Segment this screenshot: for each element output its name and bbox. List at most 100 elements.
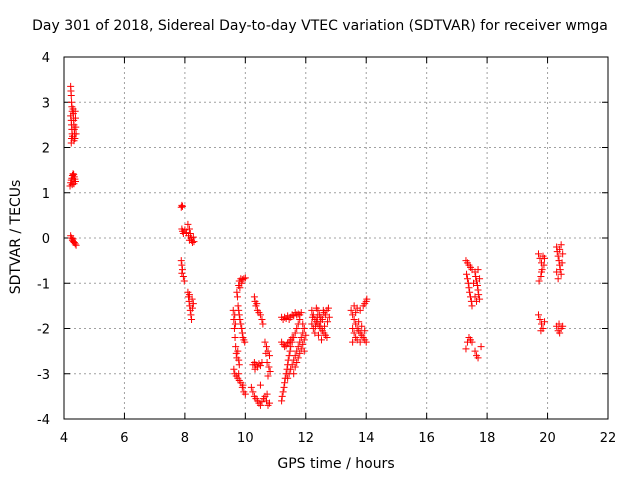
data-point (308, 320, 316, 328)
data-point (264, 372, 272, 380)
data-point (556, 245, 564, 253)
data-point (177, 203, 185, 211)
data-point (241, 274, 249, 282)
data-point (71, 240, 79, 248)
x-tick-label: 10 (237, 431, 254, 446)
data-point (250, 293, 258, 301)
data-point (265, 363, 273, 371)
x-axis-label: GPS time / hours (277, 456, 395, 472)
data-point (463, 275, 471, 283)
x-tick-label: 16 (418, 431, 435, 446)
data-point (290, 312, 298, 320)
data-point (537, 327, 545, 335)
data-point (473, 297, 481, 305)
data-point (471, 347, 479, 355)
data-point (236, 315, 244, 323)
data-point (314, 331, 322, 339)
data-point (233, 293, 241, 301)
data-point (67, 91, 75, 99)
data-point (541, 254, 549, 262)
data-point (462, 345, 470, 353)
data-point (288, 338, 296, 346)
data-point (323, 334, 331, 342)
data-point (241, 338, 249, 346)
data-point (296, 349, 304, 357)
data-point (178, 201, 186, 209)
data-point (179, 229, 187, 237)
data-point (237, 320, 245, 328)
data-point (317, 336, 325, 344)
data-point (474, 266, 482, 274)
data-point (555, 320, 563, 328)
data-point (476, 275, 484, 283)
data-point (311, 329, 319, 337)
data-point (321, 322, 329, 330)
data-point (284, 374, 292, 382)
data-point (187, 311, 195, 319)
data-point (293, 358, 301, 366)
data-point (285, 352, 293, 360)
data-point (362, 338, 370, 346)
data-point (230, 325, 238, 332)
data-point (251, 365, 259, 373)
data-point (68, 181, 76, 189)
data-point (287, 343, 295, 351)
data-point (255, 360, 263, 368)
data-point (347, 306, 355, 314)
data-point (230, 365, 238, 373)
data-point (185, 291, 193, 299)
data-point (350, 315, 358, 323)
data-point (68, 172, 76, 180)
data-point (71, 114, 79, 122)
data-point (556, 329, 564, 337)
data-point (471, 293, 479, 301)
data-point (266, 352, 274, 360)
y-tick-label: -1 (37, 277, 50, 292)
data-point (185, 236, 193, 244)
data-point (258, 398, 266, 406)
data-point (537, 272, 545, 280)
y-tick-label: 2 (42, 142, 50, 157)
data-point (188, 304, 196, 312)
data-point (324, 318, 332, 326)
data-point (263, 390, 271, 398)
data-point (178, 261, 186, 269)
data-points (66, 82, 567, 409)
data-point (238, 276, 246, 284)
data-point (290, 334, 298, 342)
y-axis-label: SDTVAR / TECUs (8, 179, 24, 295)
data-point (230, 315, 238, 323)
data-point (300, 347, 308, 355)
y-tick-label: -4 (37, 413, 50, 428)
data-point (349, 325, 357, 332)
data-point (185, 225, 193, 233)
data-point (300, 336, 308, 344)
data-point (261, 338, 269, 346)
data-point (71, 107, 79, 115)
chart-title: Day 301 of 2018, Sidereal Day-to-day VTE… (32, 18, 608, 34)
data-point (294, 310, 302, 318)
data-point (557, 241, 565, 249)
data-point (466, 288, 474, 296)
data-point (300, 325, 308, 332)
data-point (180, 277, 188, 285)
data-point (178, 266, 186, 274)
data-point (249, 388, 257, 396)
data-point (540, 261, 548, 269)
data-point (72, 241, 80, 249)
data-point (538, 268, 546, 276)
data-point (188, 295, 196, 303)
data-point (302, 331, 310, 339)
data-point (239, 381, 247, 389)
data-point (557, 270, 565, 278)
x-tick-label: 14 (358, 431, 375, 446)
data-point (286, 347, 294, 355)
data-point (256, 311, 264, 319)
data-point (184, 220, 192, 228)
data-point (235, 370, 243, 378)
data-point (465, 284, 473, 292)
data-point (358, 322, 366, 330)
data-point (356, 306, 364, 314)
